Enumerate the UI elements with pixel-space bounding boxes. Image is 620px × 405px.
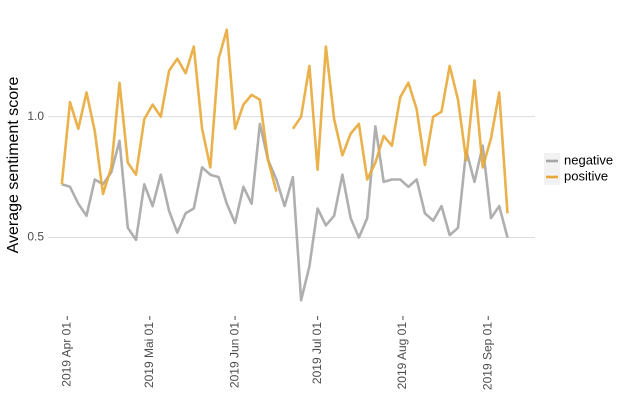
line-series (61, 122, 509, 302)
y-tick-label: 1.0 (27, 109, 44, 123)
line-series (60, 28, 509, 214)
legend-label: negative (564, 152, 613, 167)
legend-label: positive (564, 168, 608, 183)
x-tick-label: 2019 Aug 01 (395, 322, 409, 390)
x-tick-label: 2019 Sep 01 (480, 322, 494, 390)
x-tick-label: 2019 Mai 01 (142, 322, 156, 388)
y-axis-label: Average sentiment score (5, 77, 22, 254)
x-tick-label: 2019 Jul 01 (310, 322, 324, 384)
y-tick-label: 0.5 (27, 230, 44, 244)
x-tick-label: 2019 Jun 01 (227, 322, 241, 388)
x-tick-label: 2019 Apr 01 (59, 322, 73, 387)
